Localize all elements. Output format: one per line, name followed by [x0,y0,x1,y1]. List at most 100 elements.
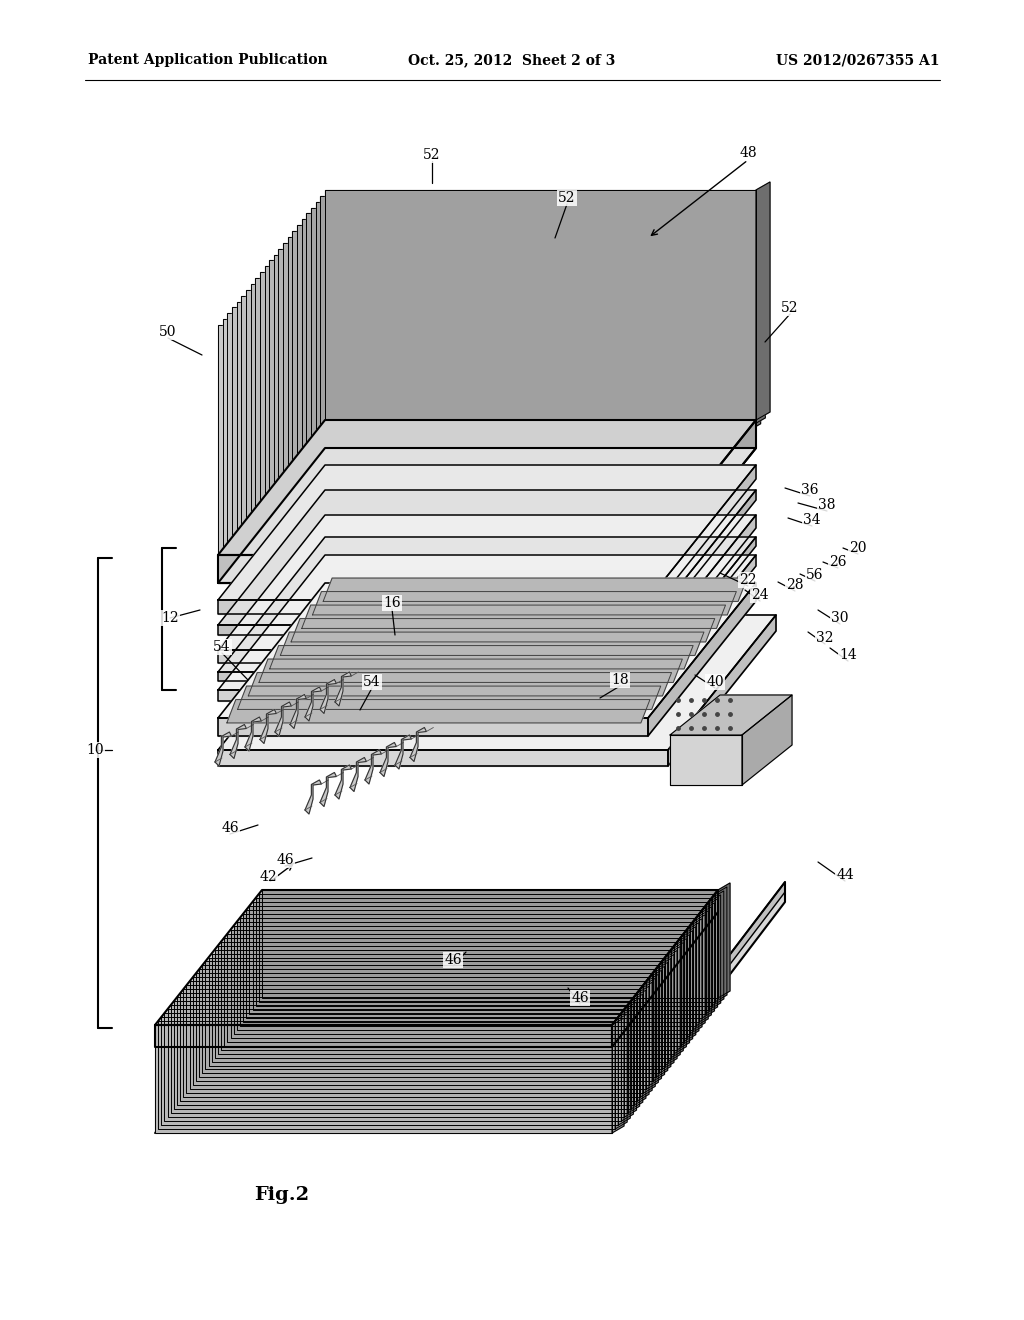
Polygon shape [262,890,718,998]
Polygon shape [648,537,756,681]
Polygon shape [155,1026,612,1047]
Polygon shape [221,941,678,1049]
Text: 12: 12 [161,611,179,624]
Polygon shape [224,937,681,1045]
Polygon shape [230,929,687,1038]
Polygon shape [218,554,756,690]
Polygon shape [215,733,231,766]
Polygon shape [675,939,686,1053]
Text: US 2012/0267355 A1: US 2012/0267355 A1 [776,53,940,67]
Polygon shape [712,891,724,1006]
Polygon shape [723,223,737,461]
Polygon shape [218,554,648,583]
Polygon shape [718,883,730,998]
Polygon shape [218,615,776,750]
Polygon shape [737,206,752,444]
Text: 18: 18 [611,673,629,686]
Polygon shape [275,702,292,737]
Polygon shape [670,735,742,785]
Polygon shape [742,199,756,438]
Polygon shape [302,219,732,449]
Text: 56: 56 [806,568,823,582]
Polygon shape [238,686,660,709]
Polygon shape [657,305,672,544]
Polygon shape [662,954,674,1069]
Polygon shape [243,913,699,1022]
Polygon shape [709,240,723,479]
Text: 46: 46 [276,853,294,867]
Polygon shape [672,942,683,1057]
Text: 52: 52 [781,301,799,315]
Polygon shape [702,903,715,1018]
Text: 36: 36 [801,483,819,498]
Polygon shape [668,615,776,766]
Polygon shape [365,750,381,784]
Polygon shape [189,981,646,1089]
Polygon shape [699,252,714,491]
Text: 16: 16 [383,597,400,610]
Polygon shape [260,272,690,502]
Text: 24: 24 [752,587,769,602]
Polygon shape [305,780,322,814]
Polygon shape [315,202,746,432]
Text: Fig.2: Fig.2 [254,1185,309,1204]
Polygon shape [218,672,648,681]
Polygon shape [714,235,728,473]
Polygon shape [155,890,718,1026]
Polygon shape [279,248,709,479]
Text: 54: 54 [364,675,381,689]
Polygon shape [281,632,703,656]
Polygon shape [648,515,756,663]
Polygon shape [227,313,657,544]
Polygon shape [665,950,677,1065]
Text: 46: 46 [444,953,462,968]
Polygon shape [246,290,676,520]
Polygon shape [706,899,718,1014]
Text: 46: 46 [571,991,589,1005]
Polygon shape [183,989,640,1097]
Polygon shape [652,966,665,1081]
Polygon shape [171,1005,628,1113]
Polygon shape [218,325,648,554]
Polygon shape [612,1018,624,1133]
Polygon shape [237,921,693,1030]
Polygon shape [685,271,699,508]
Text: 14: 14 [839,648,857,663]
Polygon shape [709,895,721,1010]
Polygon shape [643,978,655,1093]
Polygon shape [648,317,662,554]
Polygon shape [158,1022,615,1129]
Polygon shape [253,902,709,1010]
Polygon shape [637,986,649,1101]
Polygon shape [218,447,756,583]
Polygon shape [290,694,306,729]
Polygon shape [681,276,695,513]
Polygon shape [218,690,648,701]
Polygon shape [218,537,756,672]
Polygon shape [335,766,351,799]
Polygon shape [312,591,736,615]
Polygon shape [612,890,718,1047]
Polygon shape [690,919,701,1034]
Text: 52: 52 [423,148,440,162]
Text: 26: 26 [829,554,847,569]
Text: 34: 34 [803,513,821,527]
Polygon shape [335,672,351,706]
Polygon shape [681,931,692,1045]
Polygon shape [311,207,742,438]
Polygon shape [752,187,765,426]
Polygon shape [634,990,646,1105]
Polygon shape [297,226,728,455]
Polygon shape [256,898,712,1006]
Polygon shape [663,300,676,537]
Polygon shape [628,998,640,1113]
Text: 52: 52 [558,191,575,205]
Text: 40: 40 [707,675,724,689]
Text: 38: 38 [818,498,836,512]
Text: 42: 42 [259,870,276,884]
Polygon shape [202,965,658,1073]
Polygon shape [288,238,719,467]
Polygon shape [218,718,648,737]
Polygon shape [667,293,681,532]
Polygon shape [742,696,792,785]
